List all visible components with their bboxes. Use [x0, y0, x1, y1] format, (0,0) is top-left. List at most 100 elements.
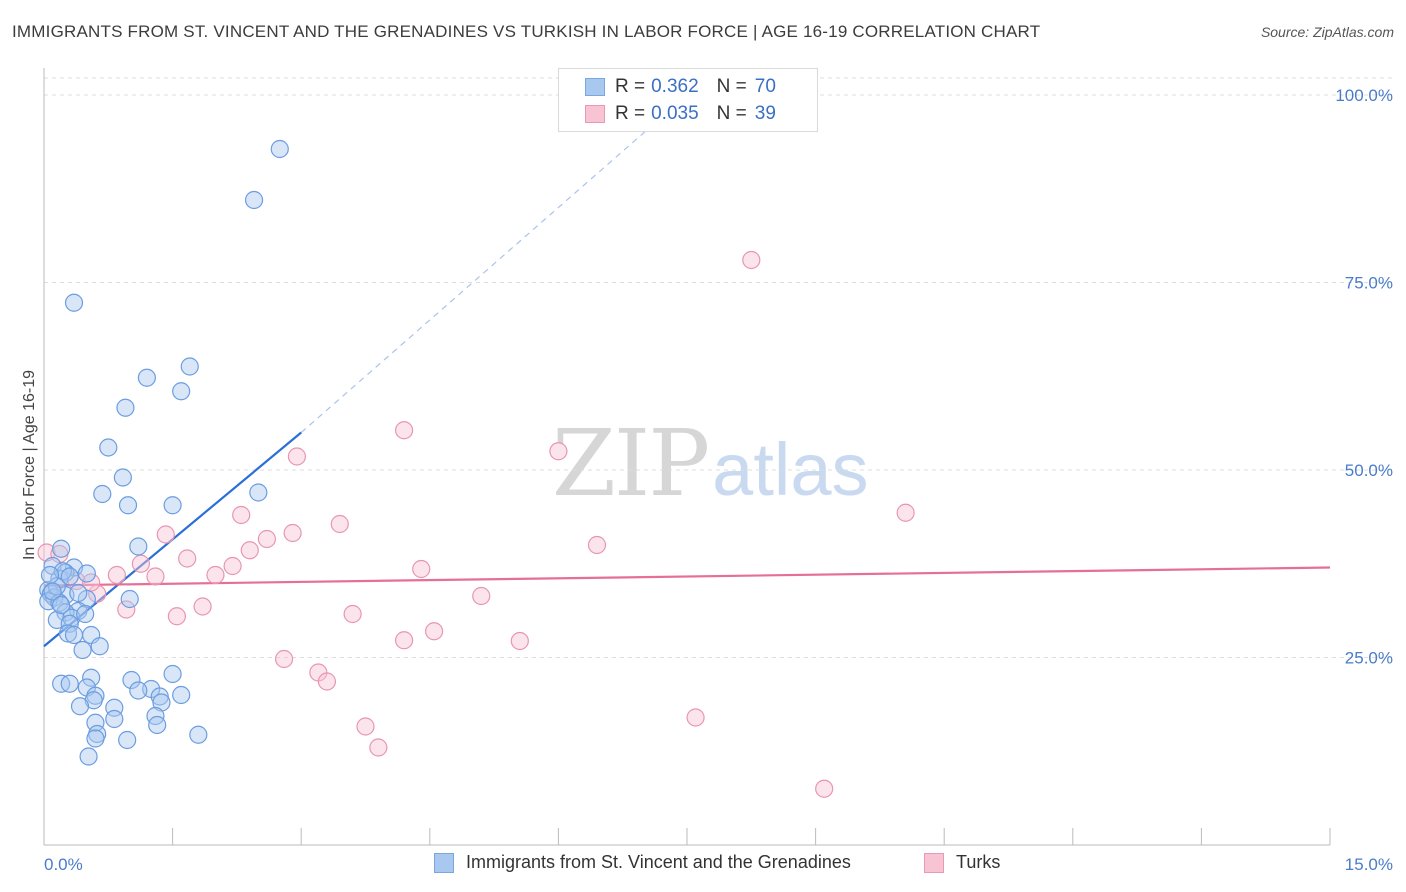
data-point-svg	[122, 670, 141, 690]
data-point-svg	[249, 483, 268, 502]
correlation-legend: R = 0.362 N = 70 R = 0.035 N = 39	[558, 68, 818, 132]
axes	[43, 68, 1331, 846]
data-point-svg	[58, 624, 78, 643]
data-point-turks	[107, 565, 126, 585]
data-point-turks	[394, 421, 414, 440]
data-point-turks	[223, 556, 242, 576]
x-tick-label: 0.0%	[44, 855, 83, 874]
legend-swatch-turks	[924, 852, 944, 873]
trend-line-turks	[43, 566, 1331, 587]
legend-r-label: R =	[615, 76, 646, 97]
data-point-svg	[70, 697, 90, 716]
watermark: ZIPatlas	[552, 410, 868, 517]
data-point-turks	[742, 250, 761, 270]
data-point-svg	[172, 382, 191, 401]
data-point-svg	[77, 564, 96, 583]
data-point-svg	[270, 139, 289, 159]
data-point-turks	[472, 586, 491, 606]
data-point-turks	[815, 779, 834, 798]
data-point-svg	[69, 583, 88, 603]
data-point-svg	[73, 640, 92, 660]
data-point-svg	[116, 398, 135, 417]
data-point-turks	[240, 541, 259, 560]
legend-n-label: N =	[716, 103, 747, 124]
legend-row-blue: R = 0.362 N = 70	[585, 74, 794, 100]
legend-label-turks: Turks	[956, 852, 1001, 872]
legend-n-label: N =	[716, 76, 747, 97]
data-point-svg	[79, 747, 98, 766]
data-point-turks	[156, 525, 175, 544]
data-point-svg	[76, 604, 95, 624]
x-tick-label: 15.0%	[1345, 855, 1393, 874]
data-point-turks	[88, 584, 107, 603]
data-point-svg	[113, 468, 132, 487]
trend-line-svg-extension	[300, 94, 688, 433]
data-point-turks	[167, 607, 186, 626]
data-point-svg	[52, 539, 71, 558]
watermark-zip: ZIP	[552, 410, 710, 517]
data-point-svg	[163, 496, 182, 515]
tick-labels: 25.0% 50.0% 75.0% 100.0% 0.0% 15.0%	[44, 86, 1393, 874]
data-point-svg	[52, 595, 71, 615]
source-label: Source: ZipAtlas.com	[1260, 24, 1394, 40]
data-point-turks	[257, 529, 277, 549]
data-point-svg	[129, 681, 148, 700]
data-point-turks	[287, 447, 307, 466]
legend-swatch-blue	[585, 78, 605, 96]
y-axis-label: In Labor Force | Age 16-19	[21, 370, 38, 560]
legend-swatch-svg	[434, 852, 454, 873]
data-point-turks	[206, 565, 225, 585]
data-point-turks	[330, 514, 349, 534]
data-point-turks	[549, 442, 568, 461]
data-point-turks	[146, 567, 165, 586]
data-point-svg	[60, 674, 79, 693]
data-point-svg	[163, 664, 182, 684]
legend-swatch-pink	[585, 105, 605, 123]
data-point-turks	[274, 649, 294, 669]
legend-r-label: R =	[615, 103, 646, 124]
data-point-svg	[118, 496, 138, 515]
data-point-svg	[86, 713, 105, 732]
data-point-turks	[686, 708, 705, 727]
y-tick-label: 75.0%	[1345, 274, 1393, 293]
data-point-svg	[137, 368, 156, 387]
data-point-turks	[117, 600, 136, 619]
y-tick-label: 100.0%	[1335, 86, 1393, 105]
legend-n-value: 39	[754, 103, 776, 124]
legend-item-turks: Turks	[924, 852, 1000, 873]
legend-r-value: 0.362	[651, 76, 699, 97]
data-point-turks	[356, 717, 375, 736]
data-point-turks	[317, 672, 337, 691]
data-point-svg	[129, 537, 148, 556]
data-point-turks	[896, 503, 915, 522]
data-point-svg	[82, 668, 101, 687]
data-point-turks	[178, 549, 197, 568]
data-point-turks	[412, 559, 431, 579]
y-tick-label: 50.0%	[1345, 461, 1393, 480]
series-legend: Immigrants from St. Vincent and the Gren…	[0, 852, 1406, 878]
chart-title: IMMIGRANTS FROM ST. VINCENT AND THE GREN…	[12, 22, 1041, 41]
data-point-svg	[60, 567, 79, 586]
legend-r-value: 0.035	[651, 103, 699, 124]
data-point-svg	[152, 693, 171, 712]
data-point-svg	[99, 438, 118, 457]
data-point-turks	[424, 622, 444, 641]
data-point-svg	[86, 729, 105, 748]
data-point-svg	[244, 190, 264, 210]
series-turks-points	[37, 250, 915, 798]
legend-item-svg: Immigrants from St. Vincent and the Gren…	[434, 852, 851, 873]
legend-label-svg: Immigrants from St. Vincent and the Gren…	[466, 852, 851, 872]
data-point-turks	[394, 631, 414, 650]
y-tick-label: 25.0%	[1345, 649, 1393, 668]
data-point-turks	[283, 523, 302, 543]
data-point-turks	[193, 597, 212, 616]
data-point-svg	[93, 484, 112, 504]
series-svg-points	[39, 139, 289, 766]
data-point-svg	[172, 685, 191, 705]
data-point-svg	[148, 715, 167, 735]
data-point-turks	[343, 604, 362, 624]
legend-n-value: 70	[754, 76, 776, 97]
data-point-turks	[232, 505, 251, 525]
data-point-turks	[131, 554, 150, 573]
